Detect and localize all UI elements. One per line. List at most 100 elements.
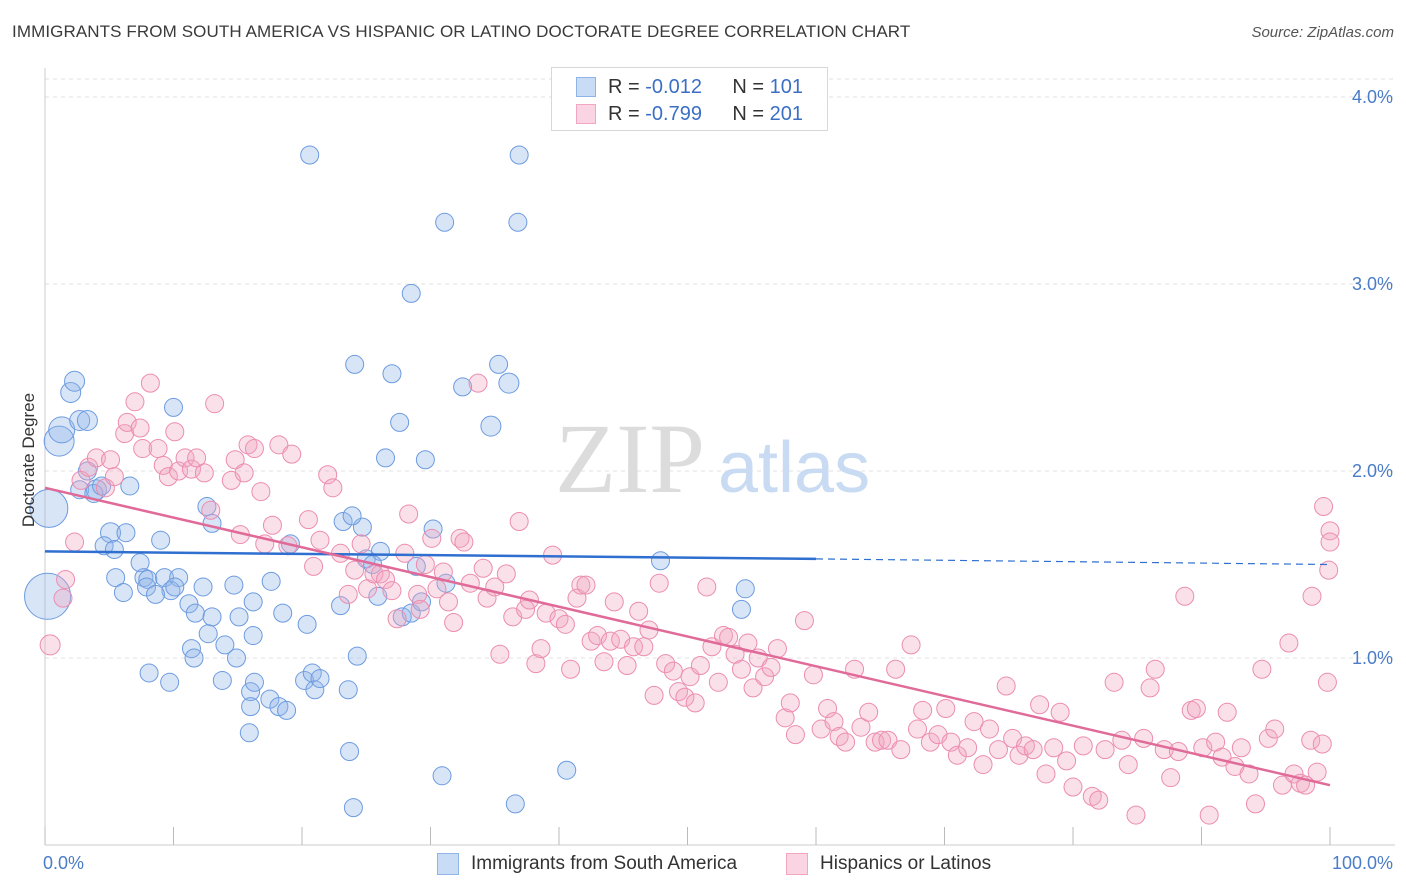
hispanics-point [663, 661, 683, 681]
hispanics-point [269, 435, 289, 455]
immigrants-point [390, 412, 410, 432]
x-tick-label: 0.0% [43, 853, 84, 873]
immigrants-point [382, 364, 402, 384]
hispanics-point [964, 712, 984, 732]
hispanics-point [1319, 560, 1339, 580]
hispanics-point [851, 717, 871, 737]
immigrants-point [277, 700, 297, 720]
hispanics-point [234, 463, 254, 483]
hispanics-point [1112, 730, 1132, 750]
hispanics-point [1312, 734, 1332, 754]
tick-labels: 1.0% 2.0% 3.0% 4.0% 0.0% 100.0% [43, 87, 1393, 873]
hispanics-point [675, 687, 695, 707]
immigrants-point [300, 145, 320, 165]
immigrants-point [185, 603, 205, 623]
hispanics-point [323, 478, 343, 498]
hispanics-point [1089, 790, 1109, 810]
hispanics-point [1030, 695, 1050, 715]
immigrants-point [100, 522, 122, 544]
immigrants-point [161, 581, 181, 601]
immigrants-point [241, 697, 261, 717]
hispanics-trend-line [44, 486, 1331, 787]
hispanics-point [576, 575, 596, 595]
legend-r-label: R = [608, 102, 640, 125]
immigrants-point [343, 798, 363, 818]
hispanics-point [697, 577, 717, 597]
hispanics-point [824, 712, 844, 732]
immigrants-point [165, 577, 185, 597]
watermark: ZIP atlas [555, 403, 870, 514]
immigrants-point [241, 682, 261, 702]
legend-n-value: 201 [769, 102, 803, 125]
immigrants-point [193, 577, 213, 597]
hispanics-point [1104, 672, 1124, 692]
legend-n-label: N = [732, 102, 765, 125]
immigrants-point [432, 766, 452, 786]
hispanics-point [708, 672, 728, 692]
immigrants-point [184, 648, 204, 668]
hispanics-point [148, 439, 168, 459]
immigrants-point [138, 569, 158, 589]
hispanics-point [1186, 698, 1206, 718]
hispanics-point [140, 373, 160, 393]
immigrants-point [212, 670, 232, 690]
hispanics-point [803, 665, 823, 685]
hispanics-point [794, 611, 814, 631]
immigrants-point [368, 586, 388, 606]
hispanics-point [1314, 497, 1334, 517]
hispanics-point [743, 678, 763, 698]
y-tick-label: 2.0% [1352, 461, 1393, 481]
immigrants-point [302, 663, 322, 683]
immigrants-point [120, 476, 140, 496]
y-tick-label: 3.0% [1352, 274, 1393, 294]
hispanics-point [936, 698, 956, 718]
immigrants-point [731, 599, 751, 619]
hispanics-point [617, 655, 637, 675]
hispanics-point [509, 511, 529, 531]
source-label: Source: ZipAtlas.com [1251, 24, 1394, 41]
hispanics-point [1199, 805, 1219, 825]
chart-title: IMMIGRANTS FROM SOUTH AMERICA VS HISPANI… [12, 22, 911, 41]
immigrants-point [310, 669, 330, 689]
hispanics-point [201, 500, 221, 520]
immigrants-point [305, 680, 325, 700]
hispanics-point [886, 659, 906, 679]
hispanics-point [1265, 719, 1285, 739]
hispanics-point [1320, 521, 1340, 541]
hispanics-point [187, 448, 207, 468]
immigrants-trend-extension [815, 558, 1331, 566]
hispanics-point [872, 730, 892, 750]
immigrants-point [415, 450, 435, 470]
hispanics-point [891, 740, 911, 760]
hispanics-point [656, 654, 676, 674]
immigrants-point [243, 626, 263, 646]
hispanics-point [571, 575, 591, 595]
hispanics-point [1050, 702, 1070, 722]
hispanics-point [755, 667, 775, 687]
hispanics-point [468, 373, 488, 393]
legend-n-label: N = [732, 75, 765, 98]
hispanics-point [979, 719, 999, 739]
immigrants-point [43, 425, 75, 457]
hispanics-point [133, 439, 153, 459]
hispanics-point [104, 467, 124, 487]
hispanics-point [1317, 672, 1337, 692]
hispanics-point [454, 532, 474, 552]
hispanics-point [175, 448, 195, 468]
hispanics-point [901, 635, 921, 655]
immigrants-point [509, 145, 529, 165]
immigrants-point [435, 212, 455, 232]
immigrants-point [244, 672, 264, 692]
y-tick-label: 4.0% [1352, 87, 1393, 107]
hispanics-point [1009, 745, 1029, 765]
hispanics-point [444, 612, 464, 632]
hispanics-point [1258, 728, 1278, 748]
hispanics-point [594, 652, 614, 672]
hispanics-point [1239, 764, 1259, 784]
hispanics-point [1140, 678, 1160, 698]
hispanics-point [225, 450, 245, 470]
hispanics-point [125, 392, 145, 412]
bottom-legend-hispanics: Hispanics or Latinos [786, 850, 991, 878]
immigrants-point [401, 283, 421, 303]
